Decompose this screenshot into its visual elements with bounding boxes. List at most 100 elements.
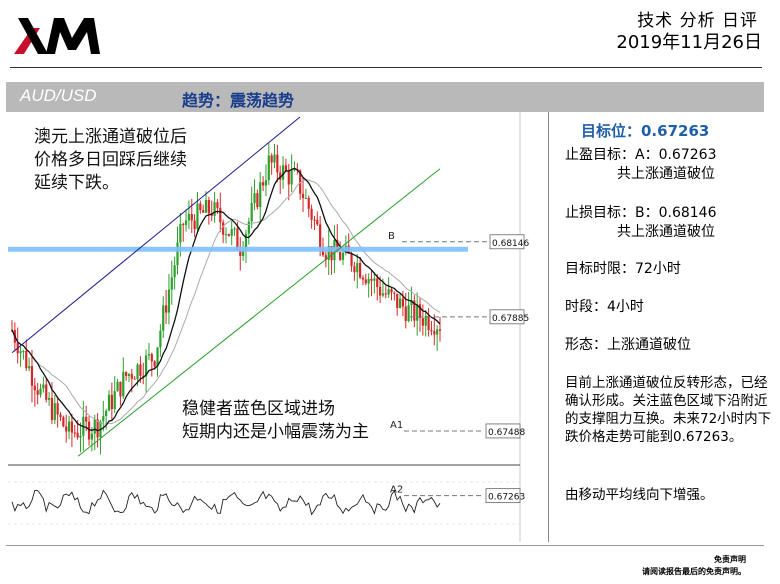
candle-body [19,351,22,354]
level-price-box [485,488,521,504]
candle-body [36,390,39,395]
candle-body [167,289,171,313]
candle-body [356,263,359,273]
candle-body [224,234,228,236]
candle-body [159,330,162,348]
report-title: 技术 分析 日评 [637,11,758,31]
candle-body [424,315,427,326]
candle-body [384,293,387,295]
candle-body [350,253,353,267]
candle-body [418,304,422,319]
candle-body [110,394,113,410]
trend-label: 趋势：震荡趋势 [182,91,295,110]
candle-body [53,403,56,420]
moving-average-fast [11,167,441,432]
candle-body [147,354,151,356]
candle-body [259,182,262,208]
footer-divider [6,545,764,546]
candle-body [436,329,439,335]
candle-body [270,155,273,163]
candle-body [427,315,430,330]
candle-body [190,214,193,221]
candle-body [299,170,302,194]
candle-body [242,250,245,257]
candle-body [199,203,202,211]
annotation-line: 澳元上涨通道破位后 [34,127,187,147]
candle-body [182,223,185,225]
period: 时段：4小时 [565,299,644,315]
candle-body [105,410,108,416]
candle-body [116,381,119,392]
candle-body [381,293,385,296]
candle-body [233,228,236,230]
candle-body [107,394,111,411]
candle-body [387,289,390,295]
candle-body [330,245,333,261]
candle-body [133,378,136,380]
candle-body [401,298,405,307]
level-price-box [489,234,525,250]
candle-body [204,199,208,213]
candle-body [164,305,168,313]
candle-body [193,220,196,230]
level-price-text: 0.67488 [488,428,525,438]
candle-body [413,300,416,321]
report-date: 2019年11月26日 [616,32,762,53]
candle-body [79,435,82,438]
stop-loss-note: 共上涨通道破位 [617,224,715,240]
xm-logo [14,14,100,56]
candle-body [253,193,256,204]
candle-body [173,265,176,278]
candle-body [145,355,148,377]
chart-area [8,112,520,462]
pattern: 形态：上涨通道破位 [565,337,691,353]
candle-body [416,304,419,321]
candle-body [65,426,68,432]
price-levels: B 0.68146 0.67885 A1 0.67488 A2 0.67263 [388,231,529,504]
candle-body [227,234,230,236]
candle-body [187,214,191,221]
candle-body [70,421,74,433]
candle-body [142,375,145,377]
candle-body [290,170,293,185]
annotation-line: 价格多日回踩后继续 [34,150,187,170]
candle-body [407,305,410,321]
candle-body [230,228,233,236]
oscillator-line [11,489,441,516]
chart-overlays [8,116,468,457]
candle-body [393,292,396,294]
candle-body [284,165,288,171]
candle-body [364,279,367,284]
candle-body [390,289,393,293]
annotation-line: 稳健者蓝色区域进场 [182,399,335,419]
candle-body [421,318,424,326]
candle-body [93,419,96,434]
candle-body [179,223,182,243]
candle-body [59,414,62,418]
candle-body [316,219,319,225]
candle-body [279,172,282,180]
candle-body [67,421,71,432]
candle-body [202,210,205,213]
level-price-text: 0.67885 [492,314,529,324]
annotation-line: 短期内还是小幅震荡为主 [182,422,369,442]
candle-body [410,300,413,306]
candle-body [122,372,125,397]
candle-body [304,197,307,199]
candle-body [113,391,116,410]
stop-loss-line: 止损目标：B：0.68146 [565,205,717,221]
candle-body [90,433,93,440]
candle-body [136,364,139,380]
candle-body [396,293,399,309]
disclaimer-title: 免责声明 [714,555,746,564]
candle-body [87,421,91,440]
candle-body [378,286,382,296]
candle-body [321,248,325,256]
level-price-box [489,309,525,325]
candle-body [293,169,296,171]
level-price-text: 0.67263 [488,493,525,503]
candle-body [207,199,210,214]
annotation-top-left: 澳元上涨通道破位后 价格多日回踩后继续 延续下跌。 [34,126,187,195]
candle-body [301,193,305,199]
candle-body [310,208,313,220]
